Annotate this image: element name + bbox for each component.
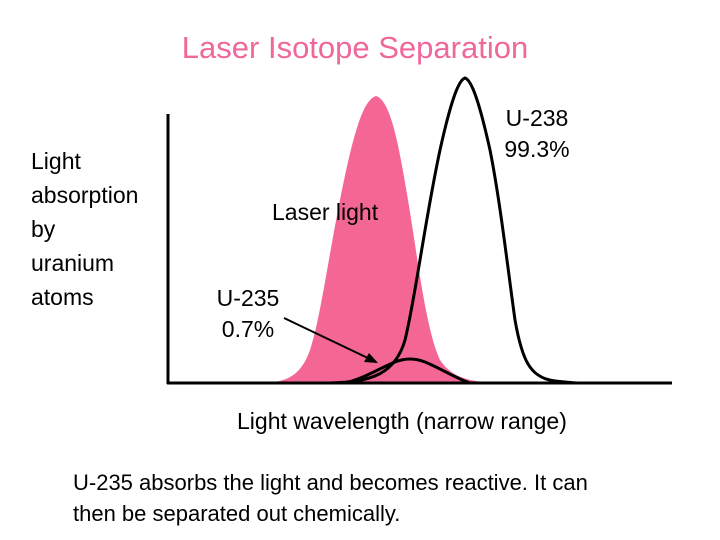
laser-light-peak bbox=[262, 96, 500, 383]
u235-curve bbox=[344, 357, 471, 385]
caption: U-235 absorbs the light and becomes reac… bbox=[73, 470, 588, 526]
u235-arrow bbox=[283, 317, 373, 361]
u238-label: U-238 99.3% bbox=[504, 105, 570, 162]
arrowhead-icon bbox=[364, 353, 378, 363]
x-axis-label: Light wavelength (narrow range) bbox=[237, 408, 567, 434]
u238-curve bbox=[329, 76, 579, 385]
page-title: Laser Isotope Separation bbox=[181, 30, 529, 65]
u235-label: U-235 0.7% bbox=[216, 285, 280, 342]
y-axis-label: Light absorption by uranium atoms bbox=[31, 148, 139, 310]
laser-light-label: Laser light bbox=[272, 199, 379, 225]
